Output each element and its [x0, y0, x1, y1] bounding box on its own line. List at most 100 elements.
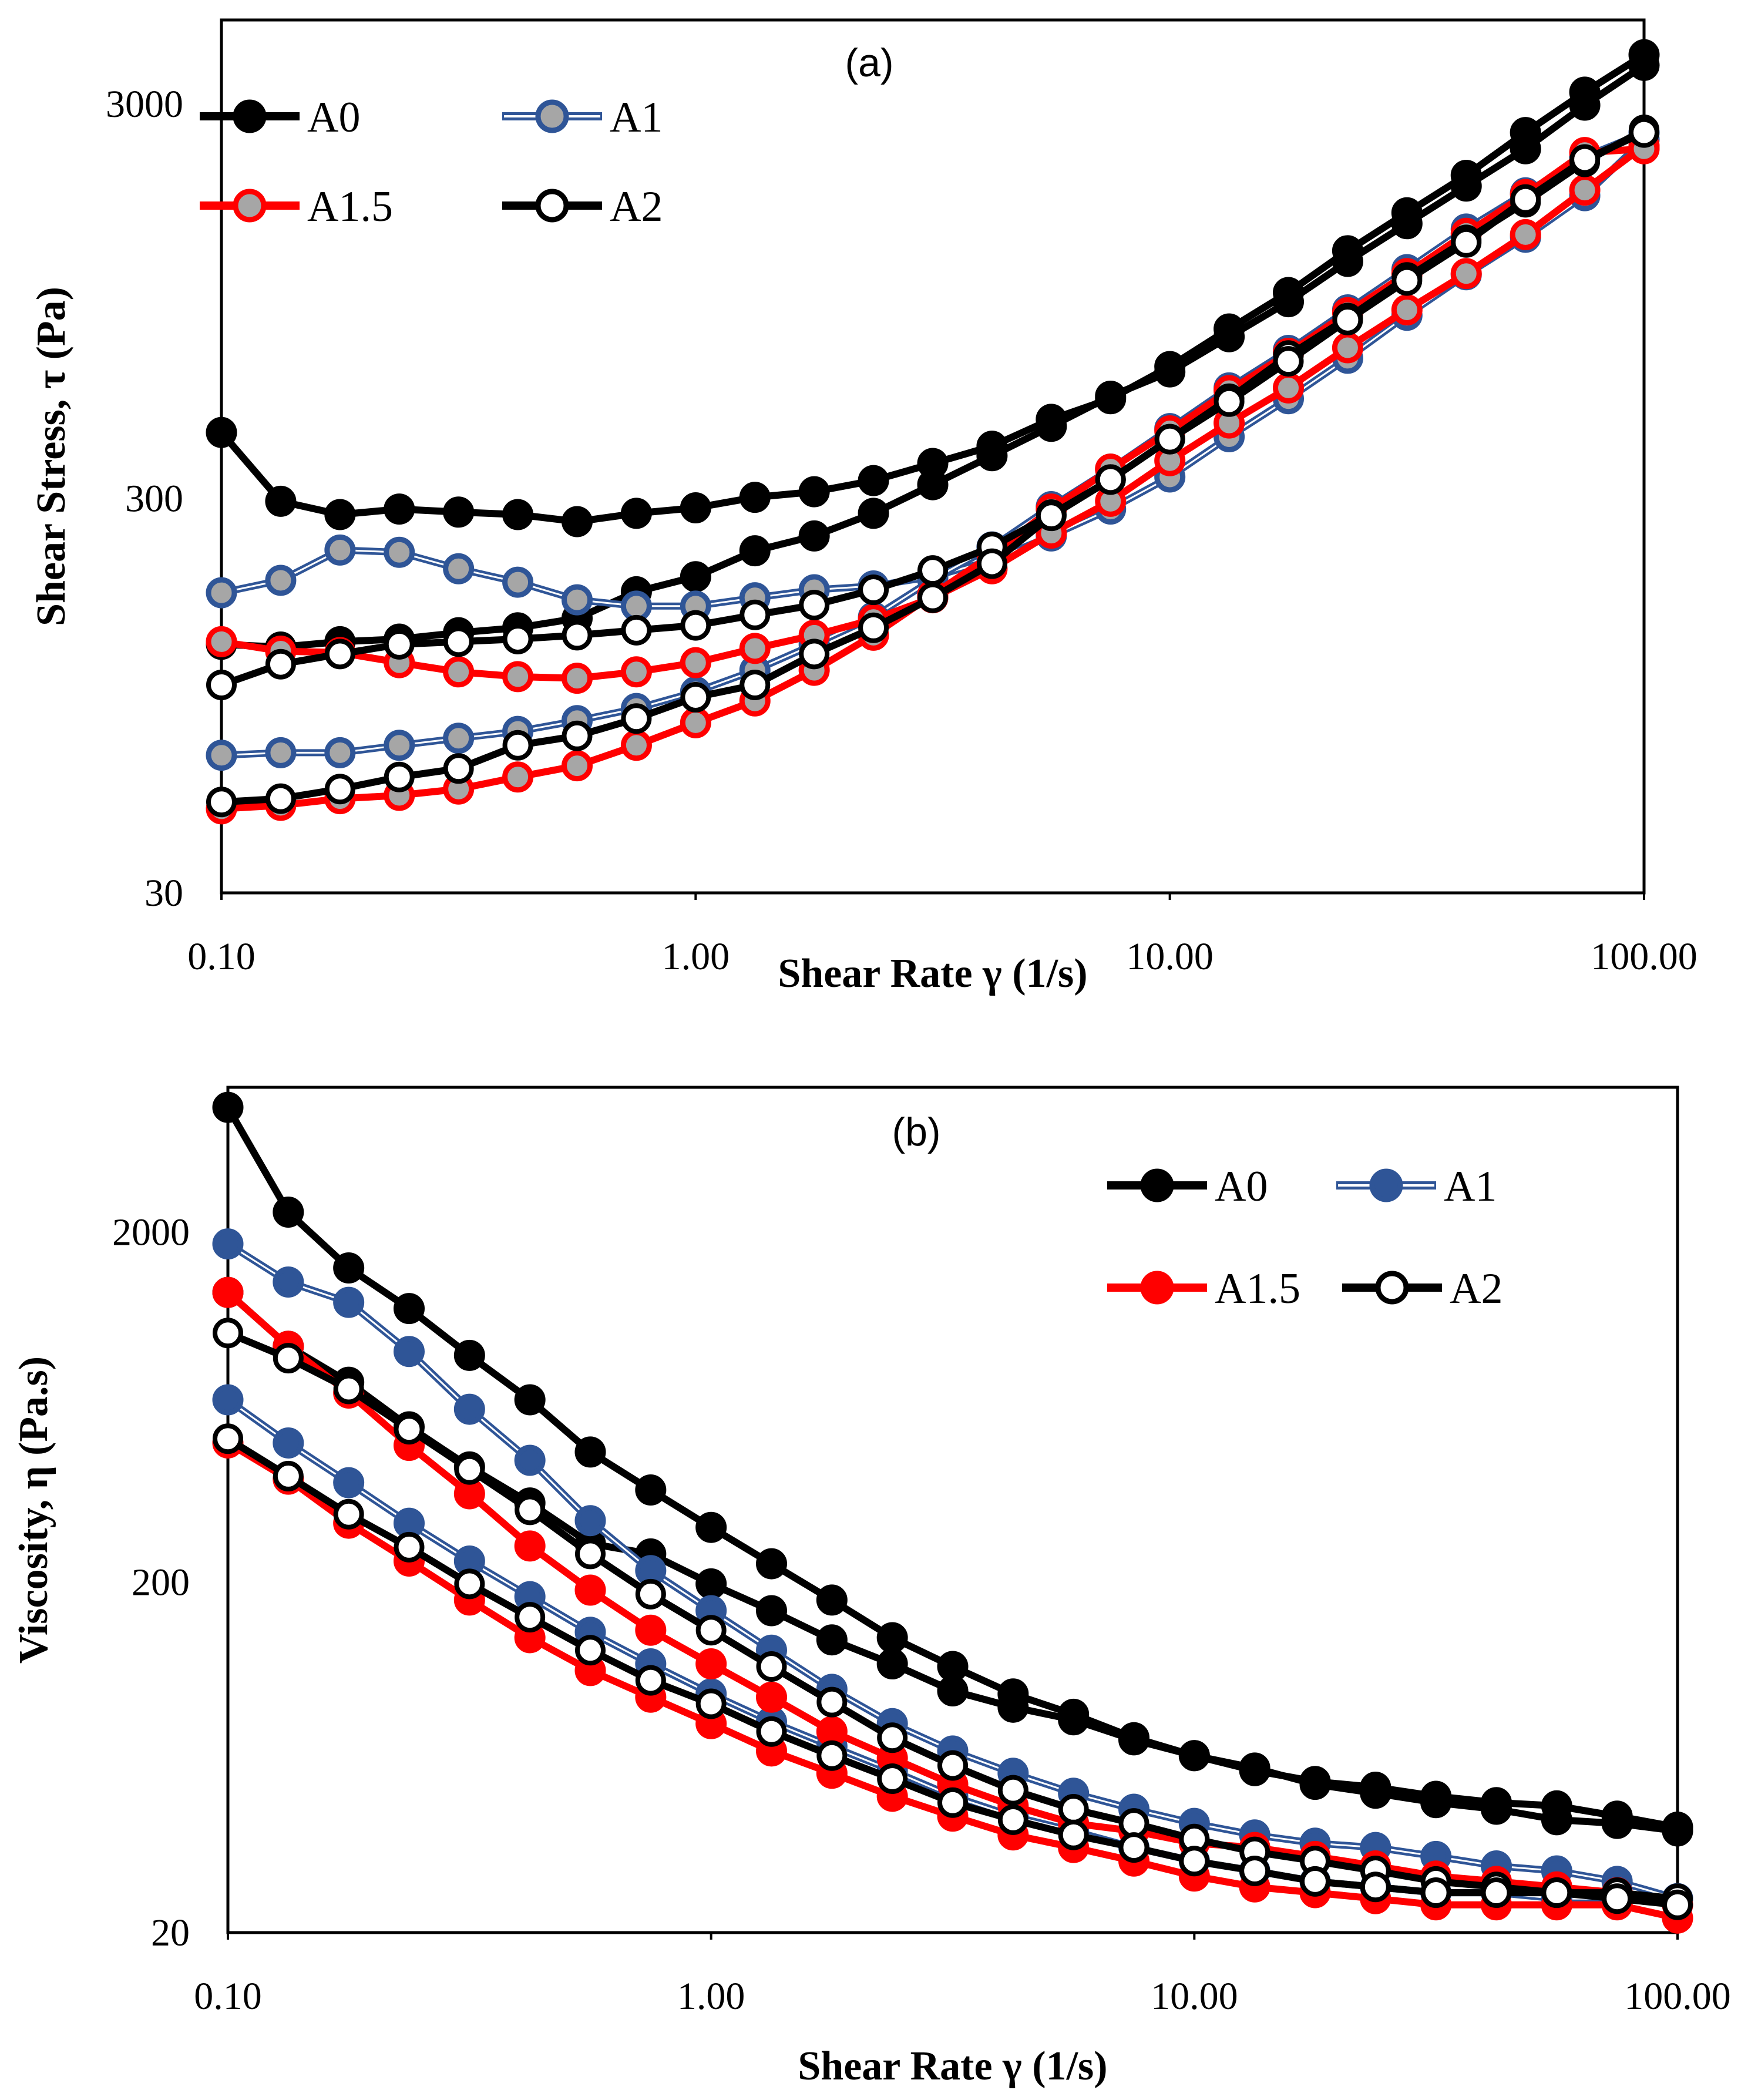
legend-marker: [1140, 1168, 1174, 1202]
data-point: [635, 1578, 666, 1610]
data-point: [1601, 1807, 1633, 1839]
legend: A0 A1 A1.5 A2: [1107, 1162, 1502, 1313]
legend-item-A0: A0: [200, 93, 360, 142]
data-point: [206, 416, 237, 448]
data-point: [206, 626, 237, 657]
data-point: [384, 730, 415, 761]
data-point: [454, 1568, 485, 1600]
data-point: [917, 582, 948, 613]
data-point: [574, 1436, 606, 1468]
data-point: [273, 1427, 304, 1459]
data-point: [515, 1602, 546, 1633]
data-point: [265, 485, 297, 517]
data-point: [443, 496, 475, 528]
legend-item-A1-5: A1.5: [200, 183, 393, 231]
data-point: [621, 703, 652, 734]
data-point: [454, 1454, 485, 1485]
data-point: [562, 506, 593, 537]
legend-item-A1: A1: [1336, 1162, 1497, 1211]
data-point: [384, 761, 415, 792]
data-point: [1214, 321, 1245, 352]
data-point: [816, 1686, 848, 1718]
legend-label: A1: [1444, 1162, 1497, 1211]
data-point: [213, 1423, 243, 1454]
legend-item-A1-5: A1.5: [1107, 1265, 1300, 1313]
data-point: [443, 723, 475, 754]
data-point: [680, 610, 711, 641]
legend-marker: [1369, 1168, 1403, 1202]
data-point: [206, 577, 237, 609]
data-point: [333, 1252, 365, 1283]
data-point: [394, 1531, 425, 1563]
data-point: [514, 1444, 546, 1476]
data-point: [1481, 1793, 1512, 1825]
data-point: [265, 783, 296, 814]
x-axis-label: Shear Rate γ (1/s): [798, 2044, 1107, 2089]
data-point: [562, 720, 593, 751]
legend-marker: [233, 189, 267, 223]
data-point: [212, 1091, 244, 1123]
data-point: [1662, 1889, 1693, 1920]
data-point: [1360, 1871, 1391, 1903]
data-point: [1118, 1724, 1149, 1756]
data-point: [739, 633, 771, 664]
data-point: [876, 1648, 908, 1680]
data-point: [1602, 1883, 1633, 1914]
data-point: [324, 499, 356, 530]
legend-marker: [1375, 1271, 1409, 1305]
data-point: [680, 492, 711, 524]
data-point: [1036, 500, 1067, 532]
data-point: [333, 1498, 364, 1530]
data-point: [997, 1691, 1029, 1723]
data-point: [212, 1276, 244, 1308]
data-point: [213, 1318, 243, 1349]
data-point: [798, 520, 830, 552]
data-point: [443, 553, 475, 584]
data-point: [756, 1548, 787, 1580]
y-tick-label: 3000: [106, 83, 183, 126]
data-point: [212, 1228, 244, 1260]
y-tick-label: 2000: [112, 1211, 190, 1254]
data-point: [502, 566, 534, 598]
data-point: [739, 599, 771, 630]
chart-b: 0.10 1.00 10.00 100.00 20 200 2000 (b) Shear Rat…: [11, 1086, 1731, 2089]
series-A2-lower: [206, 117, 1659, 818]
legend-marker: [1140, 1271, 1174, 1305]
chart-title: (a): [845, 41, 893, 85]
series-line: [221, 129, 1646, 759]
data-point: [324, 737, 356, 768]
data-point: [514, 1384, 546, 1416]
data-point: [877, 1763, 908, 1795]
data-point: [384, 493, 415, 525]
x-tick-label: 1.00: [662, 935, 730, 978]
data-point: [273, 1343, 304, 1374]
data-point: [515, 1494, 546, 1526]
data-point: [1095, 464, 1126, 495]
legend-label: A1.5: [1215, 1265, 1300, 1313]
legend-item-A0: A0: [1107, 1162, 1268, 1211]
data-point: [1058, 1794, 1089, 1825]
data-point: [1332, 332, 1363, 364]
data-point: [798, 476, 830, 508]
data-point: [1569, 174, 1601, 206]
legend: A0 A1 A1.5 A2: [200, 93, 663, 231]
data-point: [937, 1787, 968, 1818]
data-point: [394, 1293, 425, 1325]
data-point: [1154, 424, 1185, 455]
data-point: [324, 534, 356, 566]
data-point: [1239, 1856, 1270, 1887]
data-point: [1273, 346, 1304, 377]
data-point: [917, 469, 949, 500]
data-point: [858, 498, 889, 529]
data-point: [620, 730, 652, 761]
data-point: [1239, 1752, 1270, 1784]
data-point: [858, 574, 889, 606]
data-point: [1628, 49, 1660, 81]
data-point: [384, 536, 415, 568]
data-point: [739, 670, 771, 701]
data-point: [621, 614, 652, 646]
x-tick-label: 100.00: [1591, 935, 1698, 978]
data-point: [997, 1804, 1028, 1835]
data-point: [1332, 246, 1363, 277]
